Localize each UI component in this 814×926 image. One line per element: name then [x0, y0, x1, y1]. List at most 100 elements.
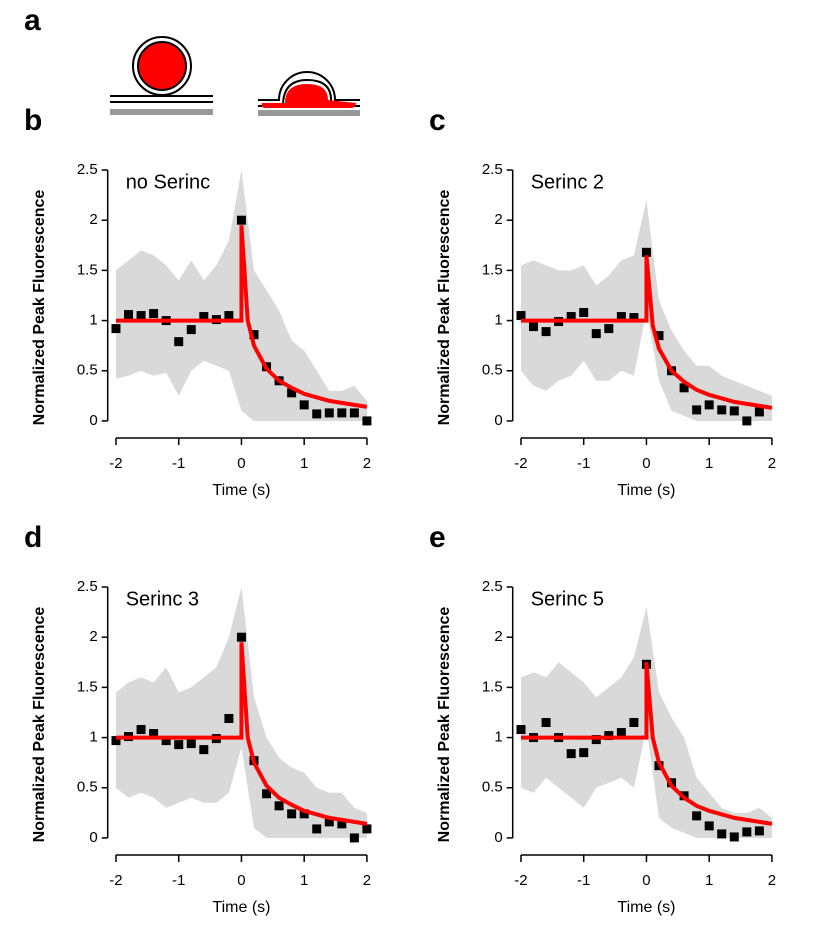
- data-point: [641, 247, 651, 257]
- y-axis-title: Normalized Peak Fluorescence: [31, 607, 48, 843]
- y-tick-label: 1.5: [482, 261, 503, 278]
- data-point: [299, 400, 309, 410]
- data-point: [729, 832, 739, 842]
- data-point: [349, 833, 359, 843]
- data-point: [704, 821, 714, 831]
- y-tick-label: 0.5: [482, 362, 503, 379]
- data-point: [274, 801, 284, 811]
- data-point: [124, 310, 134, 320]
- data-point: [337, 819, 347, 829]
- y-tick-label: 2: [494, 211, 502, 228]
- y-tick-label: 1: [89, 312, 97, 329]
- data-point: [541, 327, 551, 337]
- panel-label: a: [24, 4, 41, 37]
- chart-panel: d 0 0.5 1 1.5 2 2.5 -2 -1 0 1 2 Time (s) Normalized P…: [24, 521, 372, 916]
- y-tick-label: 2: [89, 628, 97, 645]
- y-axis-title: Normalized Peak Fluorescence: [436, 607, 453, 843]
- fit-line: [520, 255, 773, 410]
- x-tick-label: 1: [705, 872, 713, 889]
- fit-line: [520, 662, 773, 826]
- y-axis-title: Normalized Peak Fluorescence: [31, 190, 48, 426]
- data-point: [312, 409, 322, 419]
- chart-panel: c 0 0.5 1 1.5 2 2.5 -2 -1 0 1 2 Time (s) Normalized P…: [429, 104, 776, 499]
- annotation: no Serinc: [126, 171, 211, 193]
- x-axis-title: Time (s): [212, 899, 270, 916]
- x-tick-label: 2: [768, 455, 776, 472]
- x-axis-title: Time (s): [212, 482, 270, 499]
- data-point: [174, 337, 184, 347]
- y-tick-label: 1.5: [77, 261, 98, 278]
- y-tick-label: 1.5: [482, 678, 503, 695]
- data-point: [249, 330, 259, 340]
- data-point: [717, 405, 727, 415]
- data-point: [287, 809, 297, 819]
- x-axis-title: Time (s): [617, 899, 675, 916]
- x-tick-label: 1: [300, 872, 308, 889]
- data-point: [199, 312, 209, 322]
- y-tick-label: 0: [494, 829, 502, 846]
- data-point: [529, 322, 539, 332]
- data-point: [516, 725, 526, 735]
- data-point: [149, 729, 159, 739]
- data-point: [324, 817, 334, 827]
- x-tick-label: -1: [172, 455, 185, 472]
- data-point: [704, 400, 714, 410]
- data-point: [149, 309, 159, 319]
- y-tick-label: 2.5: [77, 578, 98, 595]
- data-point: [654, 331, 664, 341]
- data-point: [136, 725, 146, 735]
- data-point: [629, 718, 639, 728]
- y-tick-label: 2.5: [482, 578, 503, 595]
- x-tick-label: 0: [237, 872, 245, 889]
- data-point: [349, 408, 359, 418]
- x-tick-label: -2: [514, 455, 527, 472]
- data-point: [742, 416, 752, 426]
- data-point: [579, 748, 589, 758]
- y-tick-label: 1: [89, 729, 97, 746]
- data-point: [692, 811, 702, 821]
- data-point: [579, 308, 589, 318]
- data-point: [111, 736, 121, 746]
- x-tick-label: 0: [642, 455, 650, 472]
- data-point: [754, 826, 764, 836]
- data-point: [362, 416, 372, 426]
- y-tick-label: 0.5: [77, 362, 98, 379]
- data-point: [629, 313, 639, 323]
- data-point: [262, 789, 272, 799]
- fit-line: [115, 642, 368, 826]
- y-tick-label: 1.5: [77, 678, 98, 695]
- data-point: [566, 312, 576, 322]
- x-tick-label: -1: [577, 872, 590, 889]
- data-point: [161, 736, 171, 746]
- data-point: [287, 388, 297, 398]
- data-point: [224, 311, 234, 321]
- data-point: [136, 311, 146, 321]
- data-point: [729, 406, 739, 416]
- y-axis-title: Normalized Peak Fluorescence: [436, 190, 453, 426]
- annotation: Serinc 3: [126, 588, 199, 610]
- data-point: [236, 632, 246, 642]
- data-point: [742, 827, 752, 837]
- data-point: [566, 749, 576, 759]
- chart-panel: e 0 0.5 1 1.5 2 2.5 -2 -1 0 1 2 Time (s) Normalized P…: [429, 521, 776, 916]
- vesicle-diagram: [110, 36, 360, 116]
- data-point: [604, 324, 614, 334]
- data-point: [111, 324, 121, 334]
- y-tick-label: 0.5: [482, 779, 503, 796]
- y-tick-label: 1: [494, 729, 502, 746]
- x-tick-label: 0: [642, 872, 650, 889]
- data-point: [679, 383, 689, 393]
- data-point: [616, 728, 626, 738]
- data-point: [186, 325, 196, 335]
- x-tick-label: 1: [300, 455, 308, 472]
- x-tick-label: 2: [363, 455, 371, 472]
- y-tick-label: 2.5: [482, 161, 503, 178]
- panel-label: c: [429, 104, 446, 137]
- y-tick-label: 2.5: [77, 161, 98, 178]
- x-tick-label: 1: [705, 455, 713, 472]
- data-point: [516, 311, 526, 321]
- data-point: [324, 408, 334, 418]
- y-tick-label: 0: [89, 412, 97, 429]
- x-tick-label: -2: [109, 455, 122, 472]
